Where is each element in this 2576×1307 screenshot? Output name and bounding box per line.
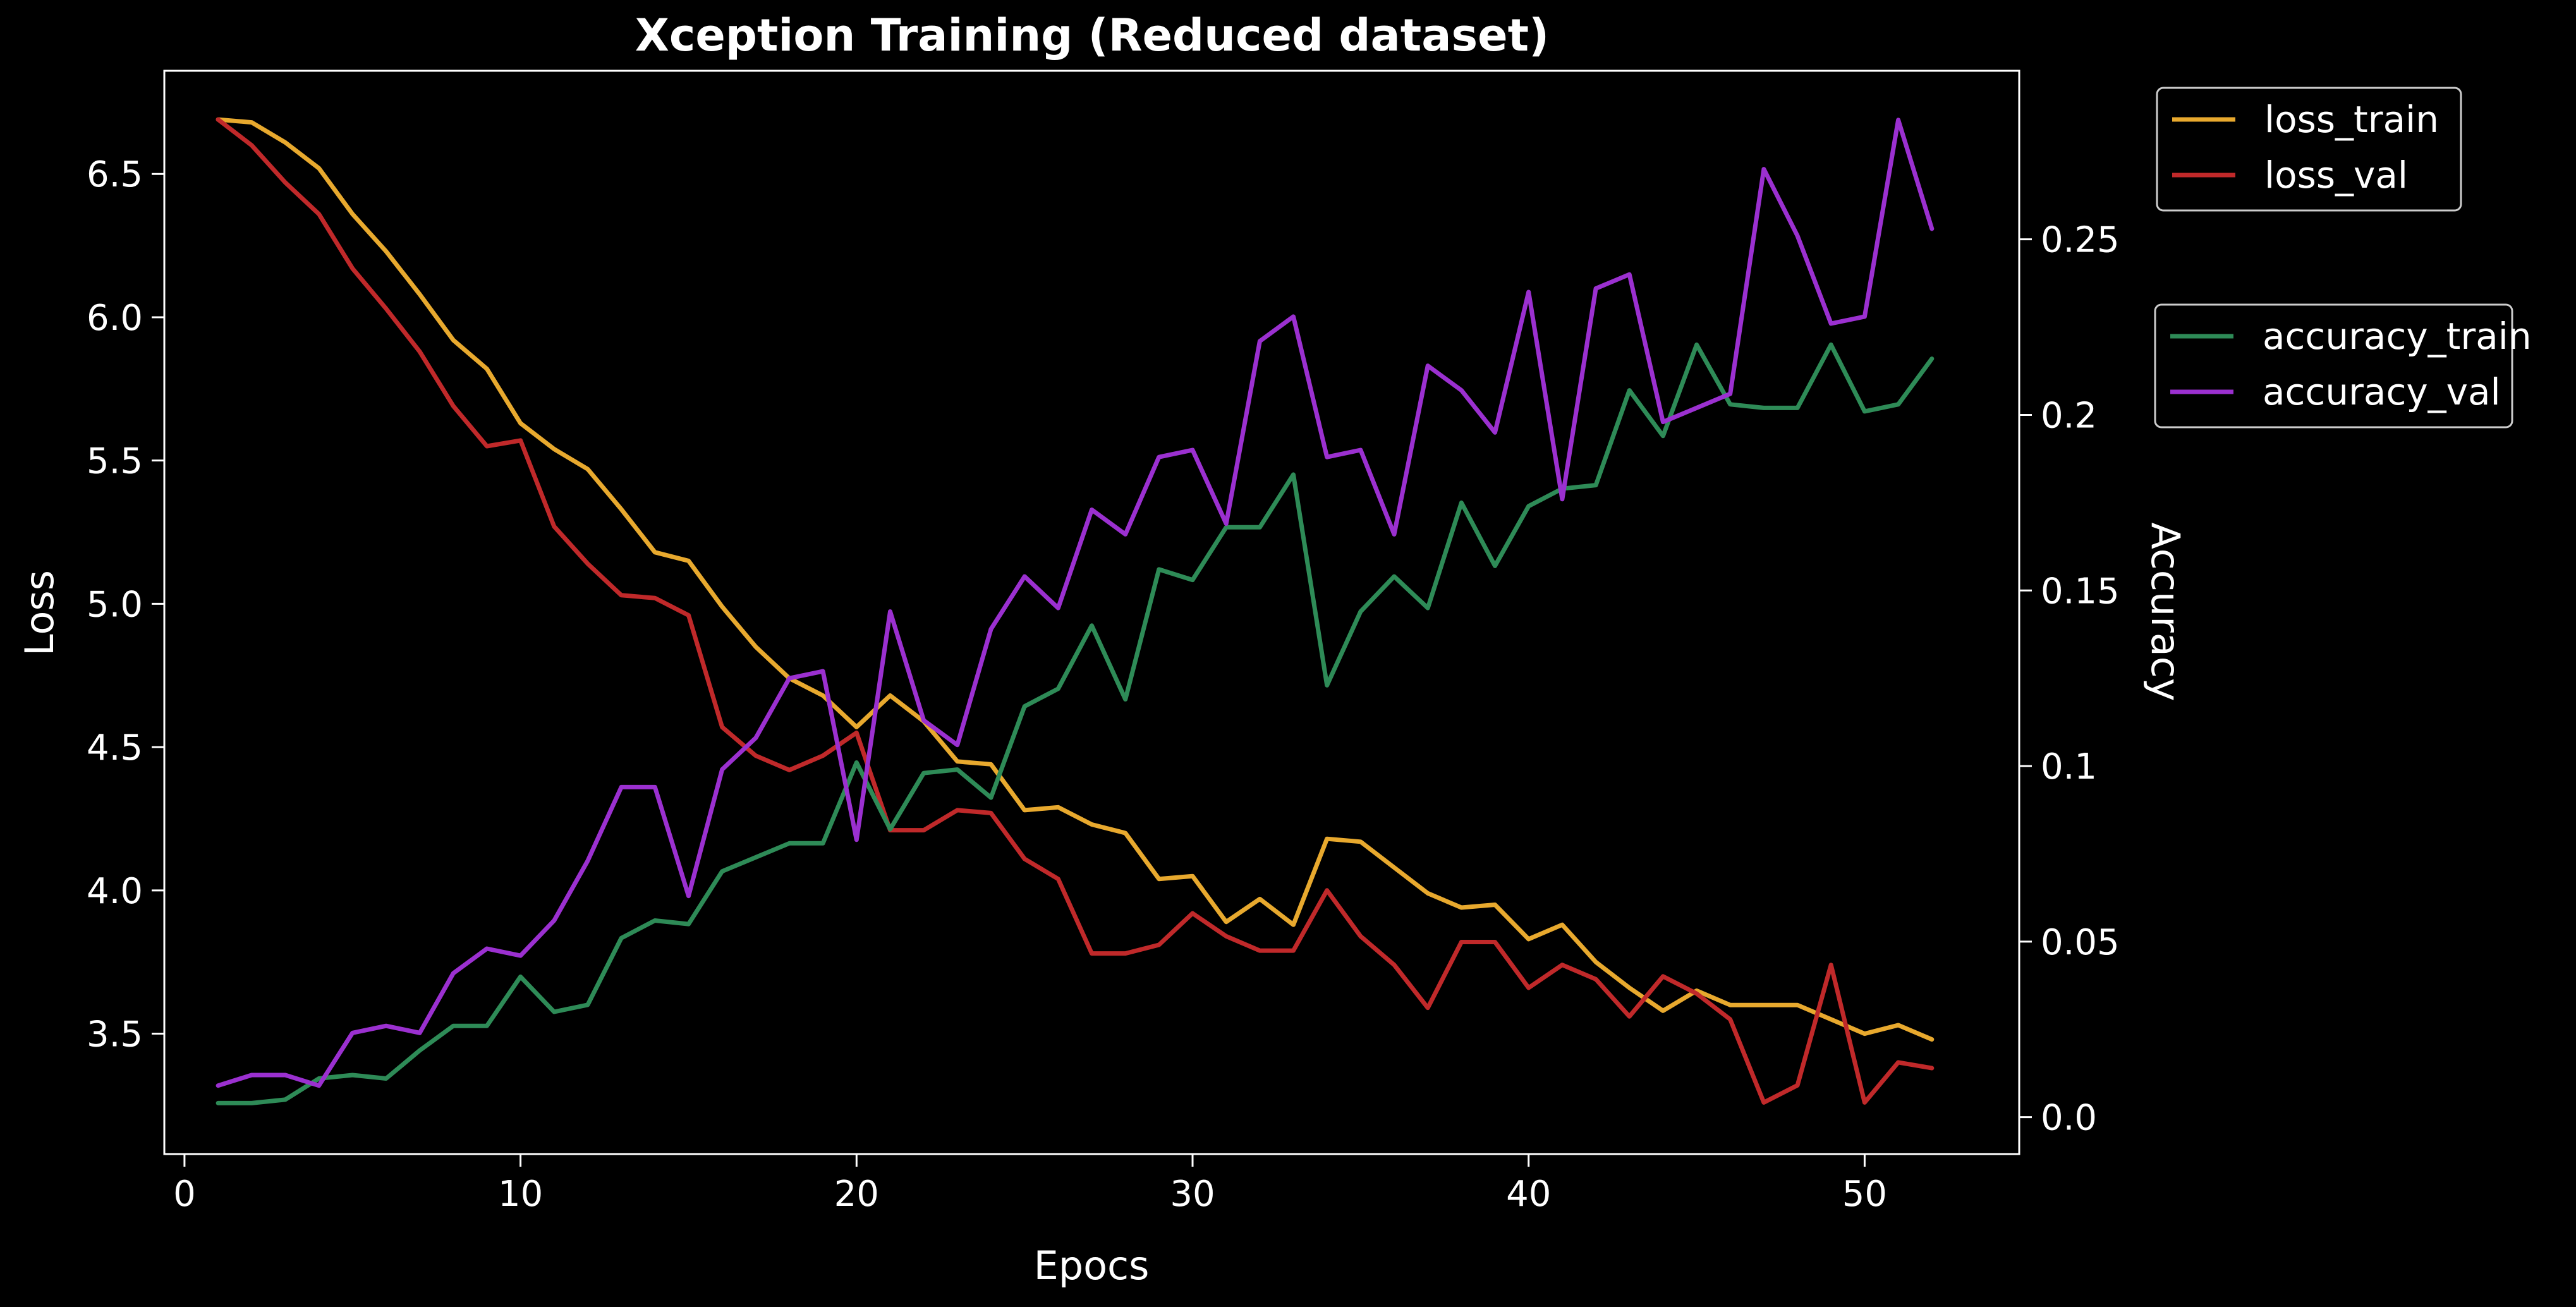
series-line-loss_val [216, 117, 1935, 1105]
y-right-tick-label: 0.1 [2041, 746, 2097, 787]
y-left-tick-label: 5.0 [87, 584, 143, 625]
y-right-axis-label: Accuracy [2142, 522, 2189, 701]
y-right-tick-label: 0.0 [2041, 1098, 2097, 1139]
y-left-tick-label: 4.0 [87, 871, 143, 912]
y-right-tick-label: 0.15 [2041, 571, 2120, 612]
x-tick-label: 10 [498, 1174, 543, 1215]
y-right-tick-label: 0.25 [2041, 220, 2120, 261]
legend-label-loss_train: loss_train [2264, 98, 2439, 141]
x-tick-label: 30 [1170, 1174, 1215, 1215]
x-tick-label: 0 [173, 1174, 196, 1215]
x-axis-ticks: 0 10 20 30 40 50 [173, 1154, 1887, 1215]
legend-loss: loss_train loss_val [2156, 87, 2462, 212]
x-tick-label: 40 [1506, 1174, 1551, 1215]
chart-title: Xception Training (Reduced dataset) [635, 9, 1549, 61]
legend-accuracy: accuracy_train accuracy_val [2154, 303, 2532, 429]
y-right-axis-ticks: 0.0 0.05 0.1 0.15 0.2 0.25 [2019, 220, 2120, 1139]
y-left-tick-label: 3.5 [87, 1014, 143, 1055]
legend-label-accuracy_train: accuracy_train [2263, 315, 2532, 358]
series-layer [216, 117, 1935, 1105]
y-left-axis-label: Loss [16, 570, 63, 656]
y-left-tick-label: 6.0 [87, 298, 143, 339]
legend-box [2154, 303, 2513, 429]
x-tick-label: 20 [834, 1174, 879, 1215]
y-right-tick-label: 0.2 [2041, 395, 2097, 436]
y-left-tick-label: 6.5 [87, 154, 143, 195]
x-axis-label: Epocs [1034, 1243, 1150, 1289]
legend-label-loss_val: loss_val [2264, 154, 2408, 197]
plot-frame [163, 70, 2020, 1155]
x-tick-label: 50 [1842, 1174, 1887, 1215]
y-left-tick-label: 5.5 [87, 441, 143, 482]
y-left-axis-ticks: 3.5 4.0 4.5 5.0 5.5 6.0 6.5 [87, 154, 164, 1055]
series-line-accuracy_train [216, 342, 1935, 1105]
y-left-tick-label: 4.5 [87, 727, 143, 769]
series-line-accuracy_val [216, 118, 1935, 1088]
y-right-tick-label: 0.05 [2041, 922, 2120, 963]
legend-label-accuracy_val: accuracy_val [2263, 370, 2501, 413]
